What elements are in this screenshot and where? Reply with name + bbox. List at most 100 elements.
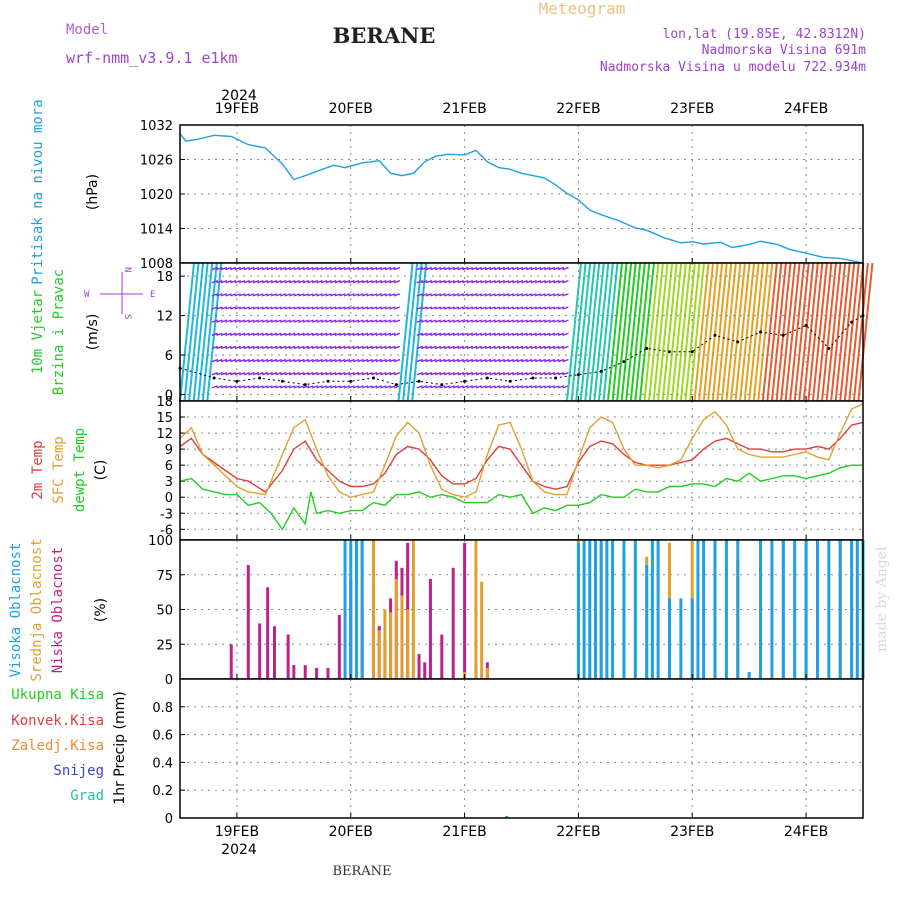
wind-speed-point xyxy=(645,346,649,350)
wind-barb xyxy=(503,280,510,284)
wind-barb xyxy=(553,345,560,350)
wind-barb xyxy=(562,266,569,271)
wind-barb xyxy=(225,306,232,310)
wind-barb xyxy=(439,332,446,336)
y-tick-label: 1026 xyxy=(140,154,173,169)
clouds-bar xyxy=(593,540,597,679)
wind-barb xyxy=(562,332,569,336)
wind-barb xyxy=(811,262,828,402)
wind-barb xyxy=(493,358,501,363)
wind-barb xyxy=(448,306,455,310)
wind-barb xyxy=(507,345,515,350)
wind-barb xyxy=(275,293,282,297)
wind-barb xyxy=(334,280,342,284)
wind-barb xyxy=(539,319,546,323)
wind-barb xyxy=(593,262,610,402)
wind-barb xyxy=(211,372,219,376)
wind-barb xyxy=(434,319,442,323)
wind-barb xyxy=(607,262,624,402)
wind-barb xyxy=(298,280,305,284)
wind-barb xyxy=(371,358,378,363)
wind-barb xyxy=(562,319,569,323)
wind-barb xyxy=(425,345,433,350)
wind-barb xyxy=(466,358,474,363)
wind-barb xyxy=(216,306,223,310)
wind-barb xyxy=(521,358,528,363)
wind-barb xyxy=(384,332,392,336)
clouds-bar xyxy=(406,609,410,679)
wind-speed-point xyxy=(850,320,854,324)
wind-barb xyxy=(430,345,437,350)
clouds-bar xyxy=(588,540,592,679)
wind-barb xyxy=(293,280,301,284)
wind-barb xyxy=(243,319,250,323)
wind-barb xyxy=(516,345,524,350)
wind-barb xyxy=(384,293,392,297)
wind-barb xyxy=(525,293,533,297)
wind-barb xyxy=(544,280,551,284)
wind-barb xyxy=(421,358,428,363)
clouds-bar xyxy=(463,542,467,679)
wind-barb xyxy=(366,280,373,284)
wind-barb xyxy=(839,262,856,402)
station-title: BERANE xyxy=(333,23,436,48)
wind-barb xyxy=(521,319,528,323)
wind-barb xyxy=(448,385,455,389)
wind-barb xyxy=(252,293,260,297)
y-tick-label: -6 xyxy=(160,523,173,538)
wind-barb xyxy=(766,262,783,402)
wind-barb xyxy=(512,332,519,336)
wind-barb xyxy=(348,280,355,284)
wind-barb xyxy=(225,319,232,323)
wind-barb xyxy=(211,358,219,363)
wind-barb xyxy=(457,385,464,389)
wind-barb xyxy=(480,345,487,350)
wind-barb xyxy=(252,266,260,271)
wind-barb xyxy=(425,319,433,323)
wind-barb xyxy=(452,332,460,336)
wind-barb xyxy=(647,262,664,402)
wind-barb xyxy=(361,385,369,389)
wind-barb xyxy=(430,372,437,376)
wind-barb xyxy=(243,385,250,389)
bottom-day-labels: 19FEB 20FEB 21FEB 22FEB 23FEB 24FEB xyxy=(215,824,828,840)
wind-barb xyxy=(688,262,705,402)
wind-barb xyxy=(425,332,433,336)
wind-barb xyxy=(339,280,346,284)
wind-barb xyxy=(384,280,392,284)
top-day-label: 21FEB xyxy=(442,101,486,117)
wind-barb xyxy=(393,319,401,323)
wind-barb xyxy=(416,345,423,350)
wind-barb xyxy=(325,358,332,363)
wind-barb xyxy=(366,306,373,310)
wind-barb xyxy=(393,385,401,389)
wind-barb xyxy=(325,372,332,376)
wind-barb xyxy=(507,293,515,297)
wind-barb xyxy=(266,385,273,389)
wind-barb xyxy=(252,306,260,310)
wind-barb xyxy=(334,319,342,323)
wind-barb xyxy=(498,345,505,350)
wind-speed-point xyxy=(690,350,694,354)
clouds-bar xyxy=(759,540,763,679)
wind-barb xyxy=(489,293,496,297)
wind-barb xyxy=(357,319,364,323)
y-tick-label: 0 xyxy=(165,491,173,506)
wind-barb xyxy=(270,332,278,336)
wind-barb xyxy=(266,266,273,271)
wind-barb xyxy=(252,280,260,284)
wind-barb xyxy=(211,266,219,271)
wind-barb xyxy=(316,266,323,271)
wind-barb xyxy=(257,385,264,389)
wind-barb xyxy=(357,332,364,336)
wind-barb xyxy=(384,385,392,389)
wind-barb xyxy=(421,345,428,350)
wind-barb xyxy=(516,266,524,271)
wind-barb xyxy=(498,280,505,284)
wind-barb xyxy=(670,262,687,402)
wind-barb xyxy=(257,345,264,350)
wind-barb xyxy=(371,372,378,376)
y-tick-label: 75 xyxy=(156,569,173,584)
wind-barb xyxy=(298,385,305,389)
wind-barb xyxy=(857,262,874,402)
